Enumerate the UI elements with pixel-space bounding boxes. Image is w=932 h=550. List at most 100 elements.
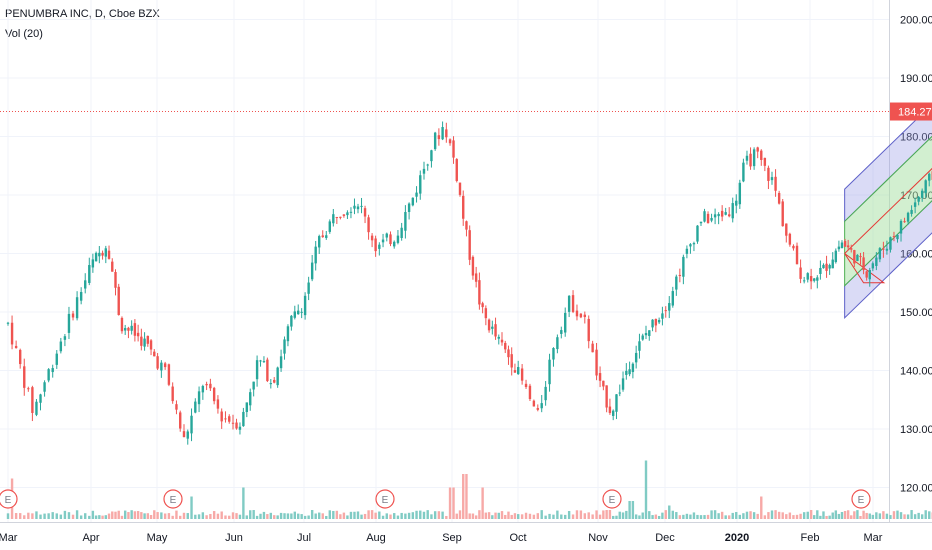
volume-bar <box>517 514 520 519</box>
volume-bar <box>920 514 924 519</box>
candle-body <box>228 416 231 422</box>
candle-body <box>799 267 802 279</box>
candle-body <box>468 230 471 260</box>
volume-bar <box>781 512 784 519</box>
candle-body <box>494 324 497 337</box>
volume-bar <box>692 512 696 519</box>
candle-body <box>774 176 777 191</box>
candle-body <box>713 214 717 218</box>
candle-body <box>389 234 392 245</box>
volume-bar <box>583 513 587 519</box>
candle-body <box>55 353 58 365</box>
volume-bar <box>297 513 300 519</box>
volume-bar <box>39 514 42 519</box>
volume-bar <box>238 514 242 519</box>
volume-bar <box>79 515 83 519</box>
volume-bar <box>171 515 174 519</box>
volume-bar <box>816 510 819 519</box>
volume-bar <box>682 514 685 519</box>
candle-body <box>813 278 816 281</box>
volume-bar <box>767 512 770 519</box>
volume-bar <box>843 510 847 519</box>
candle-body <box>717 214 720 217</box>
x-tick-label: Oct <box>509 532 526 544</box>
volume-bar <box>862 510 865 519</box>
volume-bar <box>661 512 664 519</box>
volume-bar <box>283 513 286 519</box>
volume-bar <box>325 515 328 519</box>
volume-bar <box>98 515 101 519</box>
volume-bar <box>696 514 699 519</box>
candle-body <box>220 411 223 422</box>
volume-bar <box>182 512 186 519</box>
candle-body <box>458 182 462 195</box>
candle-body <box>179 412 182 429</box>
volume-bar <box>491 515 494 519</box>
volume-bar <box>478 510 481 519</box>
candle-body <box>51 368 54 373</box>
candle-body <box>415 192 418 197</box>
candle-body <box>314 246 317 264</box>
volume-bar <box>591 514 594 519</box>
candle-body <box>865 271 868 278</box>
earnings-marker <box>0 489 18 509</box>
volume-bar <box>628 501 631 519</box>
volume-bar <box>194 514 197 519</box>
candle-body <box>307 282 310 294</box>
x-tick-label: Jul <box>297 532 311 544</box>
volume-bar <box>795 514 799 519</box>
volume-bar <box>507 511 510 519</box>
volume-bar <box>422 511 426 519</box>
volume-legend[interactable]: Vol (20) <box>5 28 43 40</box>
candle-body <box>668 303 671 311</box>
volume-bar <box>300 514 303 519</box>
volume-bar <box>745 511 749 519</box>
volume-bar <box>760 496 763 519</box>
candle-body <box>587 318 590 342</box>
volume-bar <box>393 513 396 519</box>
volume-bar <box>433 511 437 519</box>
volume-bar <box>785 514 788 519</box>
candle-body <box>252 381 255 390</box>
candle-body <box>433 132 437 150</box>
volume-bar <box>468 513 471 519</box>
candle-body <box>276 367 279 386</box>
candle-body <box>153 351 156 357</box>
volume-bar <box>556 510 559 519</box>
x-tick-label: Mar <box>0 532 18 544</box>
candle-body <box>571 295 575 312</box>
candle-body <box>10 322 14 345</box>
volume-bar <box>437 511 441 519</box>
candle-body <box>507 349 510 358</box>
candle-body <box>500 339 504 343</box>
candle-body <box>255 360 259 380</box>
volume-bar <box>579 510 583 519</box>
volume-bar <box>290 513 293 519</box>
candle-body <box>657 320 661 323</box>
volume-bar <box>75 510 79 519</box>
candle-body <box>209 383 212 389</box>
volume-bar <box>448 487 452 519</box>
candle-body <box>283 339 286 354</box>
pitchfork-outer-upper-band <box>844 103 932 223</box>
candle-body <box>422 168 426 174</box>
volume-bar <box>720 511 724 519</box>
candle-body <box>641 335 644 340</box>
candle-body <box>889 237 892 250</box>
candle-body <box>875 257 878 266</box>
volume-bar <box>756 513 759 519</box>
volume-bar <box>374 512 377 519</box>
volume-bar <box>896 510 899 519</box>
x-tick-label: Nov <box>588 532 608 544</box>
candle-body <box>127 327 130 331</box>
candle-body <box>300 311 303 313</box>
volume-bar <box>631 501 635 519</box>
candle-body <box>678 274 682 276</box>
candle-body <box>517 367 520 375</box>
volume-bar <box>598 514 602 519</box>
symbol-legend[interactable]: PENUMBRA INC, D, Cboe BZX <box>5 8 160 20</box>
candle-body <box>591 343 594 353</box>
volume-bar <box>205 515 208 519</box>
candle-body <box>175 404 178 410</box>
